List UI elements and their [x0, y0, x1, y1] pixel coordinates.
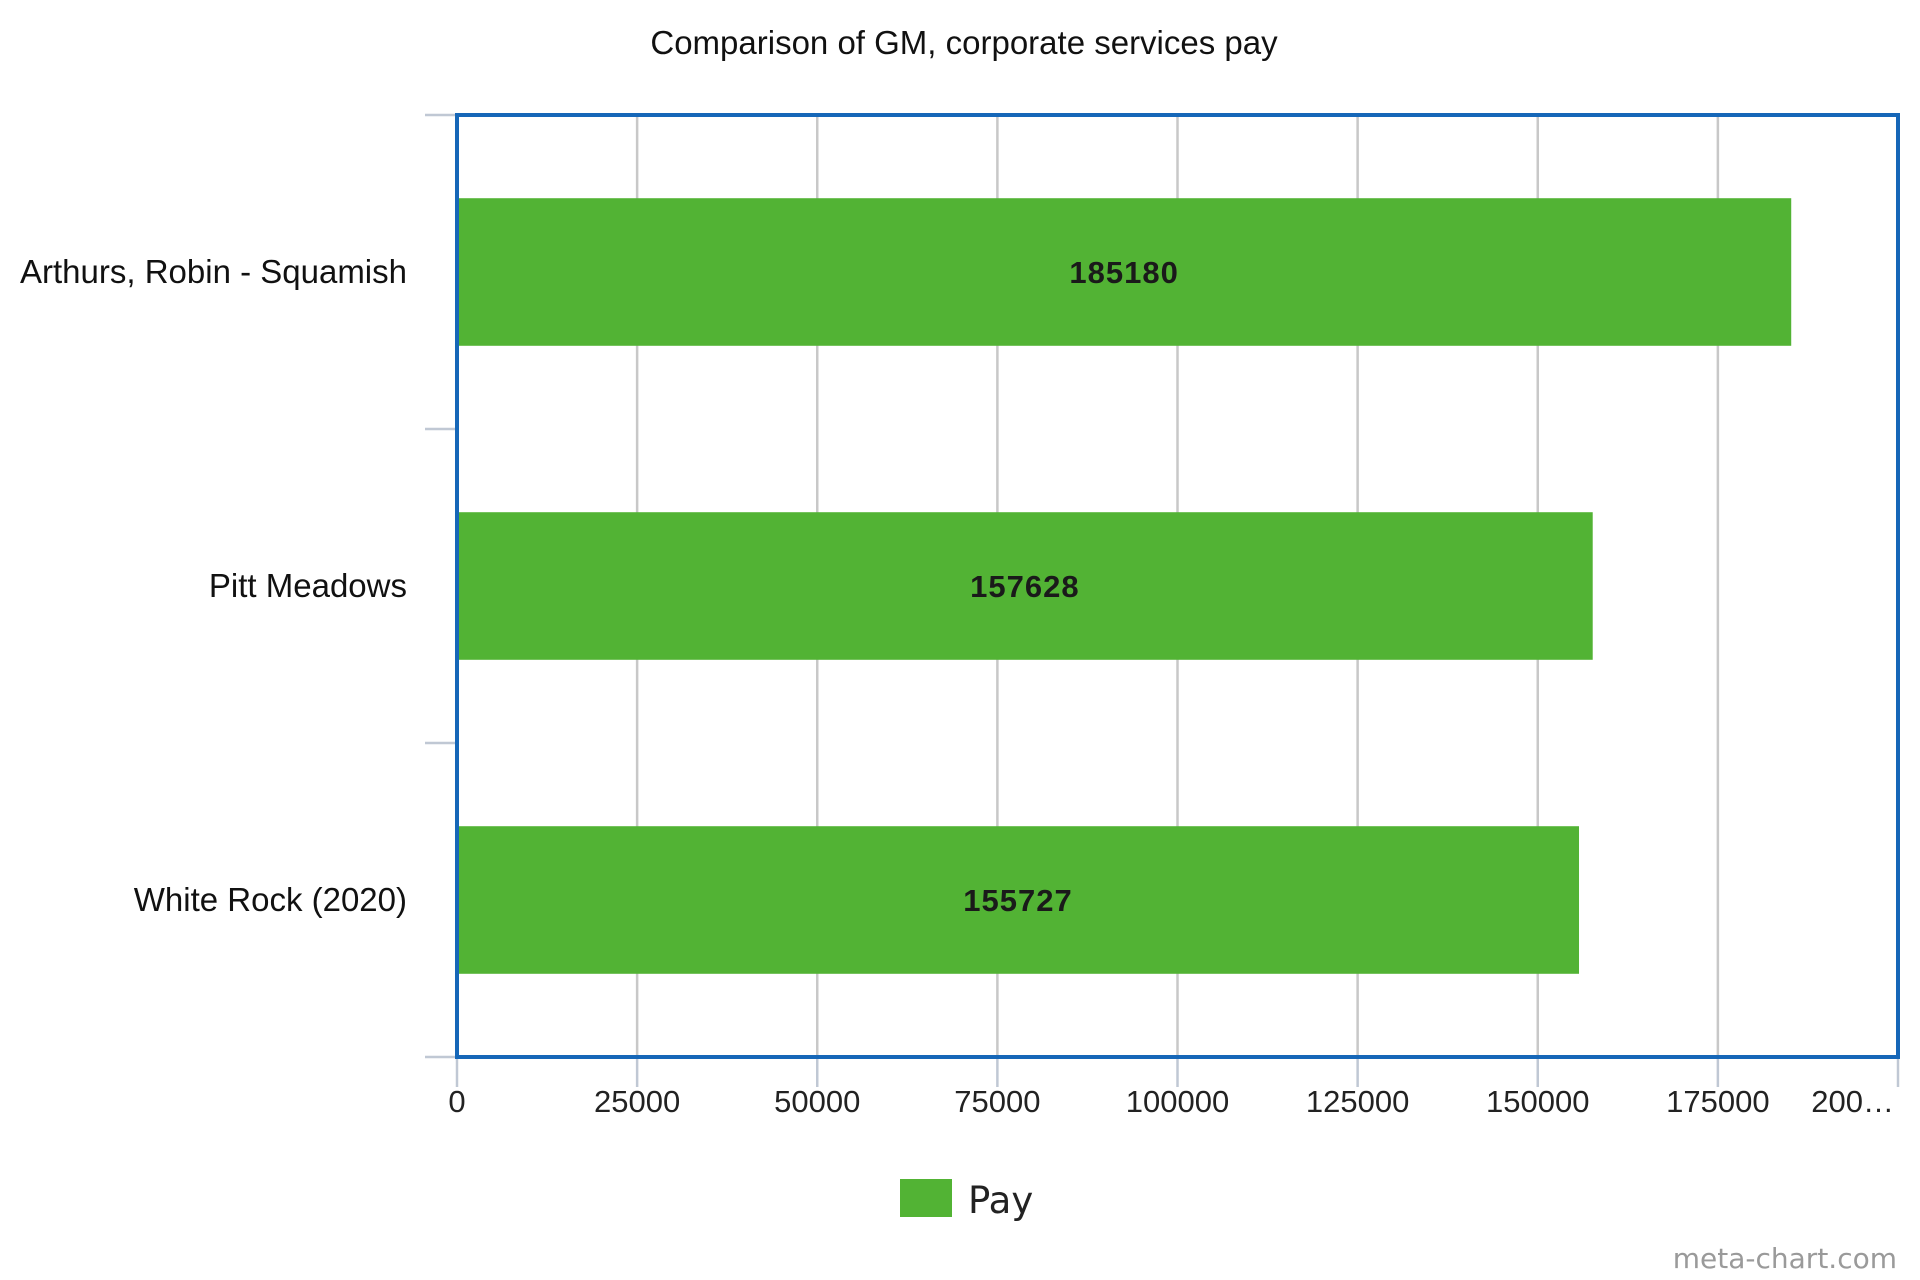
legend-label-pay: Pay — [968, 1179, 1033, 1222]
watermark: meta-chart.com — [1673, 1242, 1897, 1275]
x-tick-label: 100000 — [1126, 1084, 1229, 1119]
bar — [457, 512, 1593, 660]
x-tick-label: 200… — [1811, 1084, 1894, 1119]
category-label: Arthurs, Robin - Squamish — [20, 253, 407, 290]
category-label: Pitt Meadows — [209, 567, 407, 604]
x-tick-label: 25000 — [594, 1084, 680, 1119]
bar — [457, 826, 1580, 974]
x-tick-label: 75000 — [954, 1084, 1040, 1119]
bar-data-label: 155727 — [963, 883, 1072, 918]
bar-data-label: 157628 — [970, 569, 1079, 604]
chart-title: Comparison of GM, corporate services pay — [650, 24, 1278, 61]
legend: Pay — [900, 1179, 1033, 1222]
x-tick-label: 50000 — [774, 1084, 860, 1119]
bar-data-label: 185180 — [1069, 255, 1178, 290]
axes: 0 25000 50000 75000 100000 125000 150000 175000… — [20, 113, 1900, 1119]
x-tick-label: 125000 — [1306, 1084, 1409, 1119]
x-tick-label: 150000 — [1486, 1084, 1589, 1119]
category-label: White Rock (2020) — [134, 881, 407, 918]
bar — [457, 198, 1792, 346]
x-tick-label: 0 — [448, 1084, 465, 1119]
data-labels: 185180 157628 155727 — [963, 255, 1178, 918]
bars — [457, 198, 1792, 974]
x-tick-label: 175000 — [1666, 1084, 1769, 1119]
legend-swatch — [900, 1179, 952, 1217]
plot-border — [455, 113, 1900, 1059]
